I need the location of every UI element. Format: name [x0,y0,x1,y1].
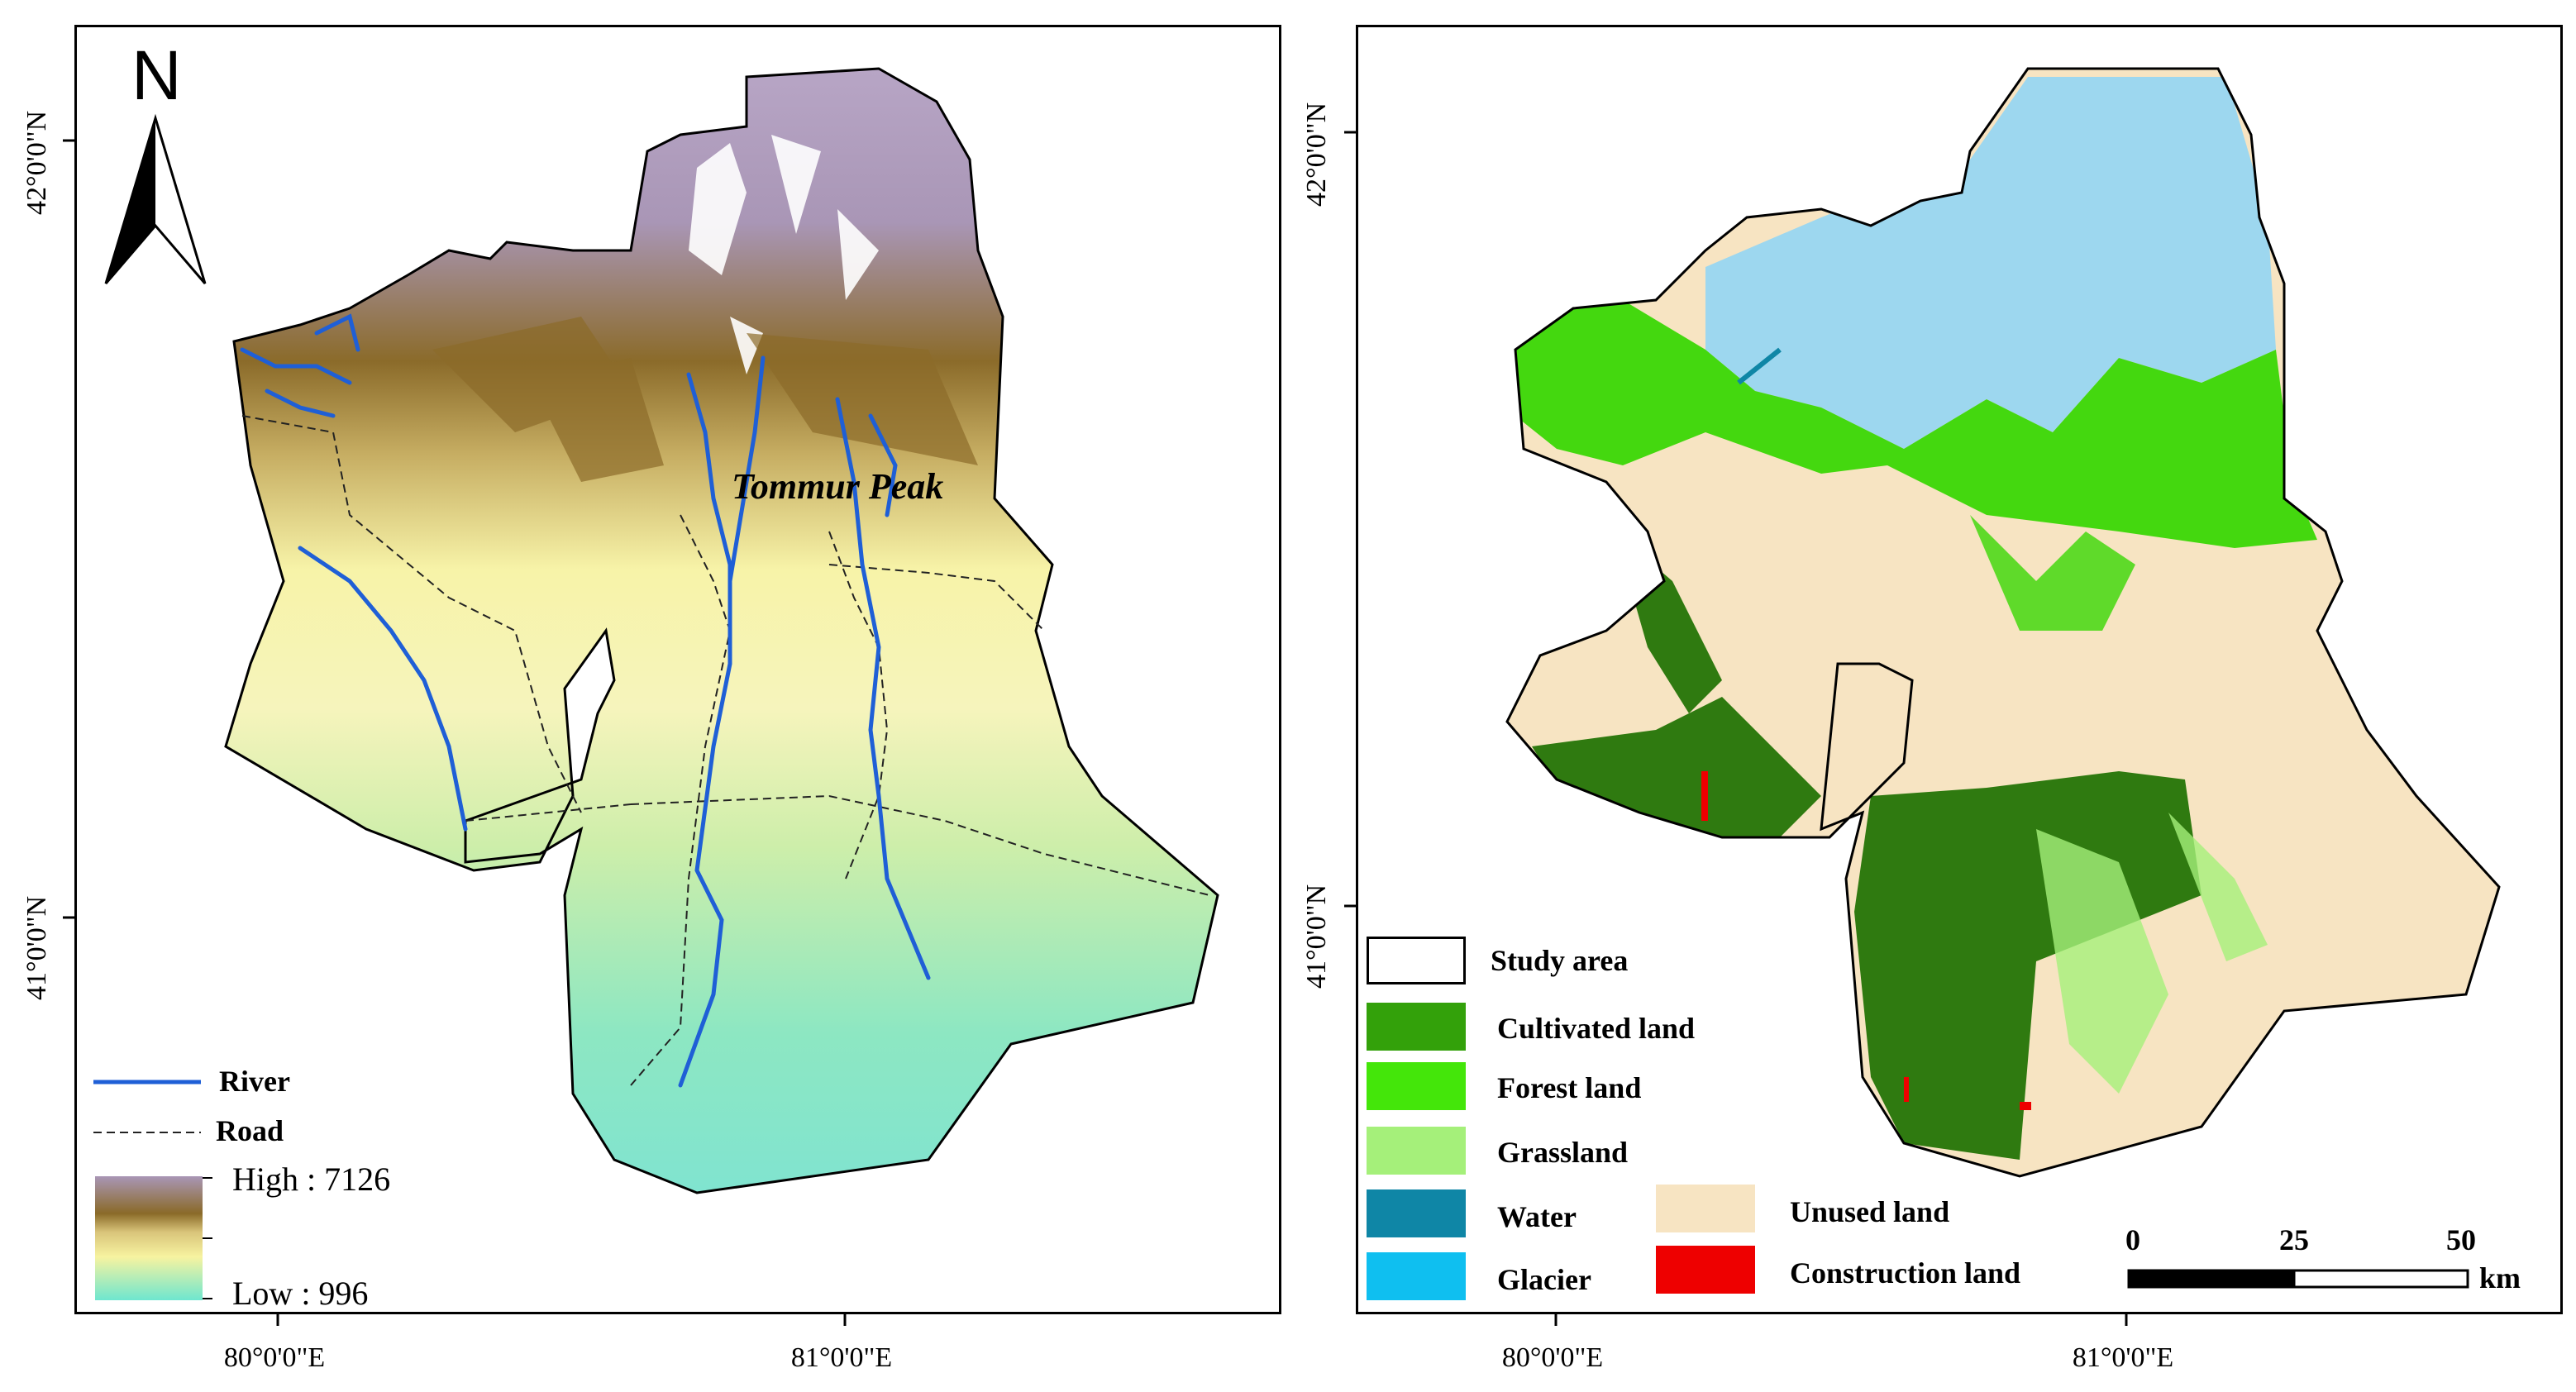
legend-label-study-area: Study area [1491,944,1629,977]
landuse-map-frame: Study area Cultivated land Forest land G… [1356,25,2563,1314]
legend-swatch-grassland [1367,1127,1466,1175]
scale-bar [2127,1269,2469,1289]
scale-tick-25: 25 [2279,1223,2309,1256]
legend-label-construction-land: Construction land [1790,1256,2021,1290]
road-lines [241,415,1210,1086]
river-lines [240,313,931,1088]
scale-tick-0: 0 [2125,1223,2140,1256]
north-label: N [131,36,182,114]
legend-swatch-water [1367,1189,1466,1237]
elevation-map-frame: N Tommur Peak River Road High : 7126 Low… [74,25,1281,1314]
legend-swatch-forest-land [1367,1062,1466,1110]
elevation-high-label: High : 7126 [232,1161,391,1198]
right-axis-ticks [1344,131,2128,1326]
legend-swatch-study-area [1367,937,1466,984]
legend-label-cultivated-land: Cultivated land [1497,1012,1696,1045]
road-legend-icon [93,1132,201,1133]
right-x-tick-80E: 80°0'0"E [1501,1342,1604,1373]
north-arrow-icon [104,113,207,284]
legend-swatch-glacier [1367,1252,1466,1300]
legend-label-grassland: Grassland [1497,1136,1629,1169]
legend-label-forest-land: Forest land [1497,1071,1642,1104]
left-x-tick-81E: 81°0'0"E [790,1342,893,1373]
legend-label-glacier: Glacier [1497,1263,1591,1296]
right-x-tick-81E: 81°0'0"E [2072,1342,2174,1373]
left-x-tick-80E: 80°0'0"E [223,1342,326,1373]
elevation-legend-bar [95,1176,212,1300]
landuse-map [1505,67,2501,1178]
elevation-map [104,67,1219,1194]
elevation-low-label: Low : 996 [232,1275,369,1312]
river-legend-label: River [219,1065,290,1098]
left-axis-ticks [63,139,847,1326]
scale-tick-50: 50 [2446,1223,2476,1256]
legend-swatch-unused-land [1656,1185,1755,1232]
legend-swatch-construction-land [1656,1246,1755,1294]
legend-label-water: Water [1497,1200,1577,1233]
peak-label: Tommur Peak [732,466,944,507]
scale-unit: km [2479,1261,2521,1294]
legend-label-unused-land: Unused land [1790,1195,1950,1228]
legend-swatch-cultivated-land [1367,1003,1466,1051]
road-legend-label: Road [216,1114,284,1147]
river-legend-icon [93,1080,201,1085]
